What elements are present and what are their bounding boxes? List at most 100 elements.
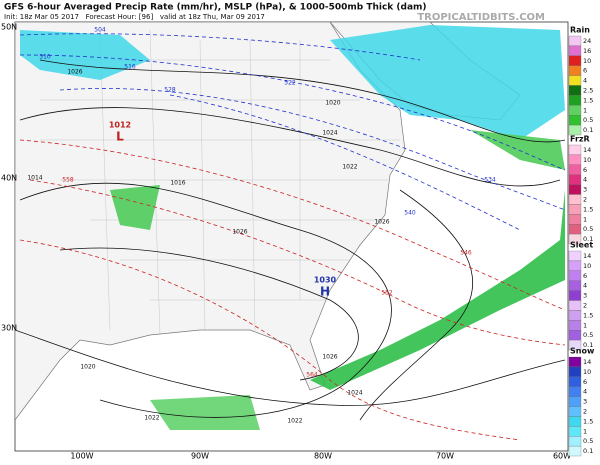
map-subtitle: Init: 18z Mar 05 2017 Forecast Hour: [96… (4, 13, 265, 21)
legend-level: 1 (583, 321, 587, 329)
legend-swatch (568, 290, 582, 301)
legend-swatch (568, 95, 582, 106)
legend-swatch (568, 174, 582, 185)
legend-level: 1.5 (583, 205, 593, 213)
legend-level: 2.5 (583, 86, 593, 94)
thickness-label: 540 (404, 210, 416, 217)
legend-level: 4 (583, 176, 587, 184)
legend-level: 3 (583, 398, 587, 406)
legend-title: FrzR (570, 135, 590, 144)
legend-swatch (568, 406, 582, 417)
legend-swatch (568, 396, 582, 407)
center-pressure: 1012 (109, 121, 131, 130)
legend-swatch (568, 436, 582, 447)
legend-level: 10 (583, 57, 591, 65)
thickness-label: 564 (306, 372, 318, 379)
legend-level: 24 (583, 37, 591, 45)
lat-label: 50N (1, 23, 17, 32)
legend-swatch (568, 260, 582, 271)
isobar-label: 1022 (144, 415, 159, 422)
legend-level: 2 (583, 407, 587, 415)
legend-level: 4 (583, 388, 587, 396)
legend-level: 10 (583, 262, 591, 270)
legend-swatch (568, 300, 582, 311)
legend-swatch (568, 416, 582, 427)
lon-label: 70W (436, 452, 454, 461)
legend-swatch (568, 366, 582, 377)
isobar-label: 1026 (67, 69, 82, 76)
legend-swatch (568, 426, 582, 437)
legend-title: Snow (570, 347, 595, 356)
isobar-label: 1014 (27, 175, 42, 182)
legend-level: 10 (583, 156, 591, 164)
lon-label: 90W (191, 452, 209, 461)
lon-label: 80W (314, 452, 332, 461)
legend-level: 4 (583, 282, 587, 290)
legend-level: 6 (583, 166, 587, 174)
isobar-label: 1026 (374, 219, 389, 226)
legend-swatch (568, 184, 582, 195)
legend-swatch (568, 85, 582, 96)
legend-level: 6 (583, 67, 587, 75)
legend-swatch (568, 65, 582, 76)
map-frame (14, 21, 569, 452)
legend-swatch (568, 105, 582, 116)
legend-level: 14 (583, 252, 591, 260)
legend-swatch (568, 280, 582, 291)
legend-swatch (568, 339, 582, 351)
legend-level: 3 (583, 186, 587, 194)
legend-level: 1.5 (583, 311, 593, 319)
legend-level: 1.5 (583, 96, 593, 104)
legend-level: 0.5 (583, 116, 593, 124)
thickness-label: 558 (62, 177, 74, 184)
thickness-label: 546 (460, 250, 472, 257)
legend-title: Rain (570, 26, 590, 35)
thickness-label: 528 (164, 87, 176, 94)
legend-swatch (568, 233, 582, 245)
isobar-label: 1016 (170, 180, 185, 187)
thickness-label: 534 (484, 177, 496, 184)
thickness-label: 522 (284, 80, 296, 87)
isobar-label: 1020 (80, 364, 95, 371)
legend-level: 0.1 (583, 235, 593, 243)
legend-level: 0.5 (583, 225, 593, 233)
lon-label: 100W (70, 452, 93, 461)
map-title: GFS 6-hour Averaged Precip Rate (mm/hr),… (4, 3, 427, 13)
legend-swatch (568, 330, 582, 341)
legend-swatch (568, 320, 582, 331)
center-symbol: L (116, 130, 124, 144)
legend-level: 4 (583, 77, 587, 85)
legend-level: 1 (583, 427, 587, 435)
legend-level: 1 (583, 106, 587, 114)
thickness-label: 516 (124, 64, 136, 71)
legend-level: 16 (583, 47, 591, 55)
legend-swatch (568, 386, 582, 397)
legend-swatch (568, 35, 582, 47)
thickness-label: 504 (94, 27, 106, 34)
legend-swatch (568, 270, 582, 281)
thickness-label: 510 (39, 54, 51, 61)
legend-level: 14 (583, 358, 591, 366)
isobar-label: 1026 (232, 229, 247, 236)
legend-swatch (568, 376, 582, 387)
legend-level: 3 (583, 292, 587, 300)
legend-level: 1.5 (583, 417, 593, 425)
isobar-label: 1024 (347, 390, 362, 397)
legend-level: 0.1 (583, 341, 593, 349)
legend-level: 0.1 (583, 447, 593, 455)
legend-level: 0.5 (583, 331, 593, 339)
center-symbol: H (320, 285, 330, 299)
isobar-label: 1022 (287, 418, 302, 425)
legend-swatch (568, 356, 582, 368)
credit: TROPICALTIDBITS.COM (417, 12, 545, 23)
legend-level: 6 (583, 272, 587, 280)
legend-swatch (568, 55, 582, 66)
lon-label: 60W (553, 452, 571, 461)
legend-level: 14 (583, 146, 591, 154)
legend-level: 2 (583, 195, 587, 203)
isobar-label: 1020 (325, 100, 340, 107)
legend-level: 1 (583, 215, 587, 223)
legend-swatch (568, 154, 582, 165)
legend-swatch (568, 115, 582, 126)
